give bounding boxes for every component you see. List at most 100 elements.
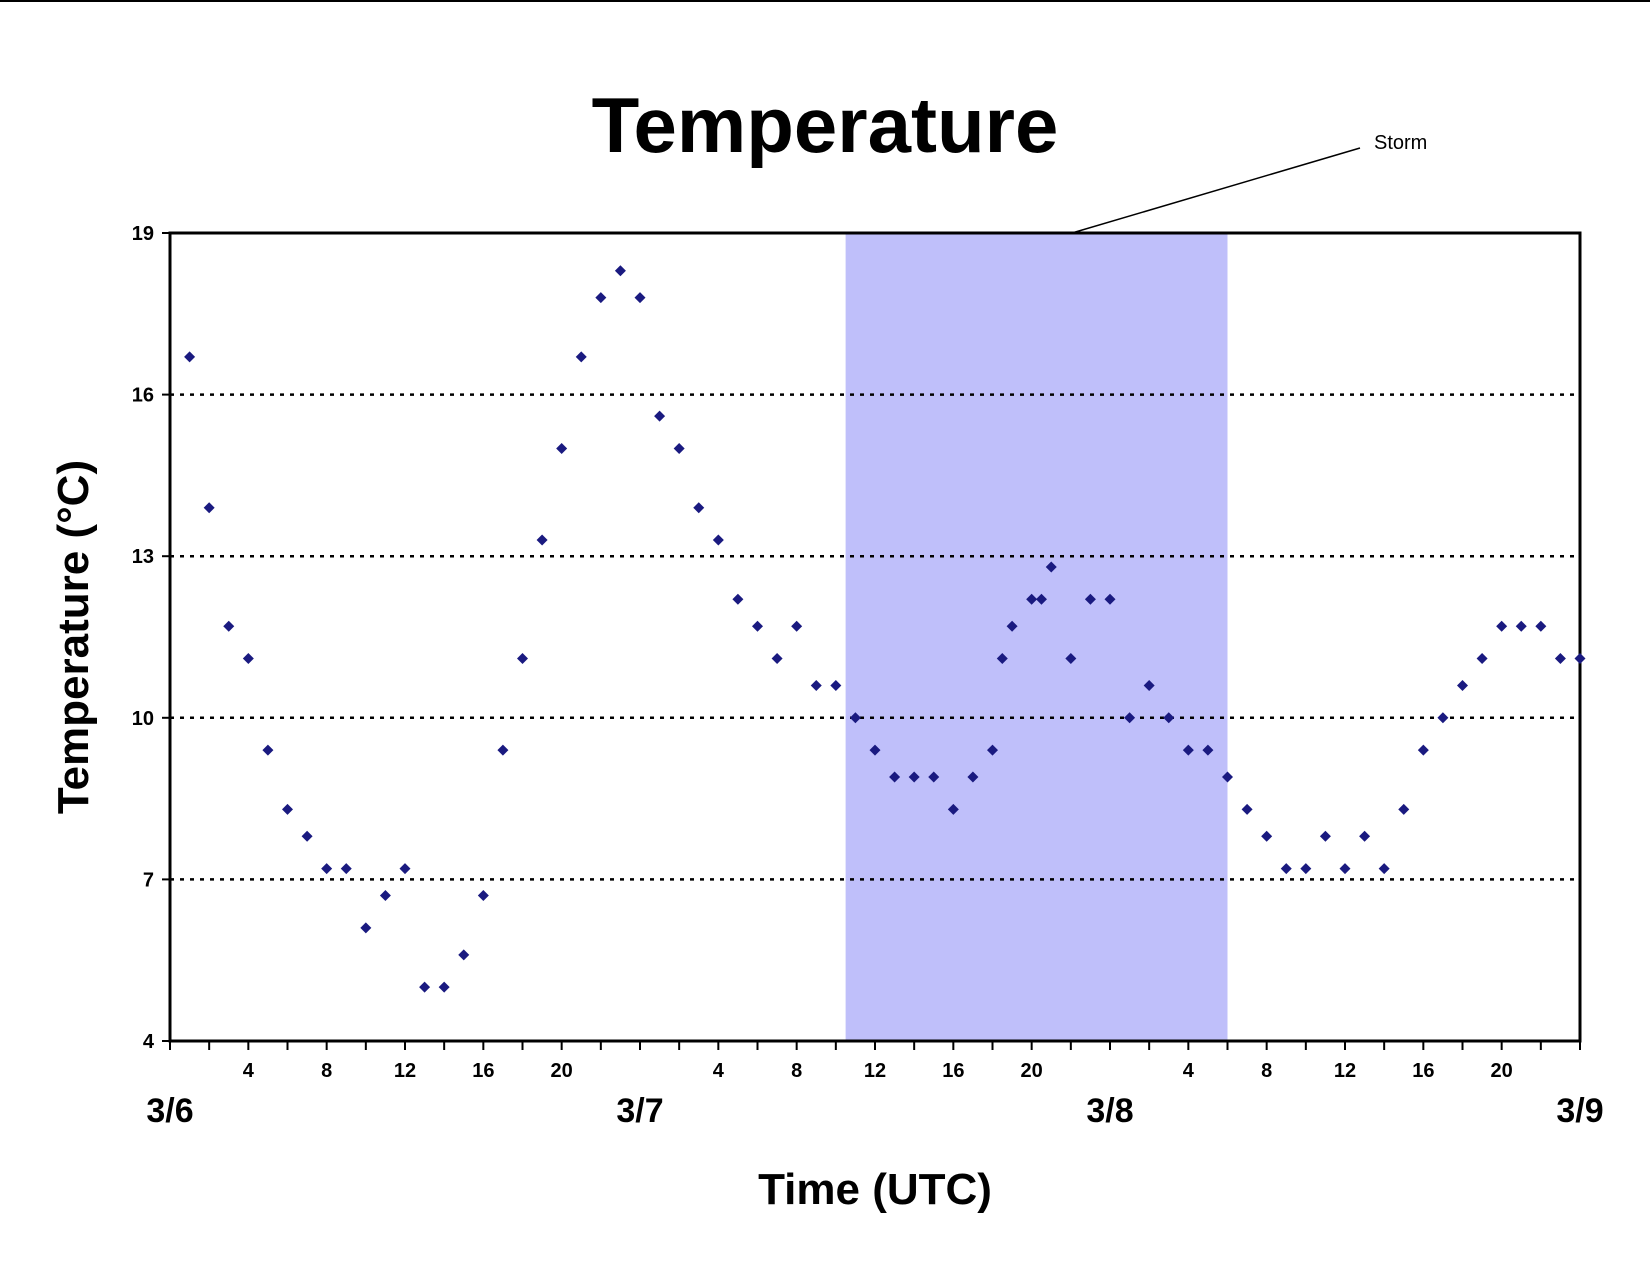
- data-point: [1241, 803, 1253, 815]
- data-point: [477, 890, 489, 902]
- x-tick-label: 16: [472, 1060, 494, 1082]
- x-tick-label: 12: [864, 1060, 886, 1082]
- data-point: [889, 771, 901, 783]
- data-point: [791, 620, 803, 632]
- storm-annotation-label: Storm: [1374, 132, 1427, 154]
- x-tick-label: 8: [791, 1060, 802, 1082]
- data-point: [203, 502, 215, 514]
- data-point: [438, 981, 450, 993]
- data-point: [1339, 863, 1351, 875]
- data-point: [517, 653, 528, 665]
- data-point: [1300, 863, 1312, 875]
- chart-title: Temperature: [592, 81, 1059, 169]
- storm-highlight-band: [845, 233, 1228, 1041]
- data-point: [399, 863, 411, 875]
- data-point: [967, 771, 979, 783]
- x-tick-label: 8: [321, 1060, 332, 1082]
- date-label: 3/6: [146, 1092, 193, 1130]
- data-point: [1496, 620, 1508, 632]
- top-border-line: [0, 0, 1650, 2]
- data-point: [830, 679, 842, 691]
- y-tick-label: 4: [143, 1031, 155, 1053]
- data-point: [1163, 712, 1175, 724]
- x-tick-label: 16: [942, 1060, 964, 1082]
- data-point: [947, 803, 959, 815]
- data-point: [1222, 771, 1233, 783]
- y-tick-label: 16: [132, 385, 154, 407]
- data-point: [1378, 863, 1390, 875]
- data-point: [184, 351, 196, 363]
- data-point: [908, 771, 920, 783]
- data-point: [1280, 863, 1292, 875]
- data-point: [1065, 653, 1077, 665]
- x-tick-label: 4: [1183, 1060, 1195, 1082]
- y-tick-label: 7: [143, 869, 154, 891]
- data-point: [556, 442, 568, 454]
- data-point: [1437, 712, 1449, 724]
- data-point: [1515, 620, 1527, 632]
- data-point: [1006, 620, 1018, 632]
- data-point: [1261, 830, 1273, 842]
- data-point: [262, 744, 274, 756]
- data-point: [1182, 744, 1194, 756]
- x-tick-label: 4: [713, 1060, 725, 1082]
- storm-annotation-line: [1071, 147, 1361, 234]
- data-point: [614, 265, 626, 277]
- y-axis-label: Temperature (°C): [49, 460, 98, 814]
- data-point: [419, 981, 431, 993]
- data-point: [654, 410, 666, 422]
- data-point: [693, 502, 705, 514]
- x-tick-label: 4: [243, 1060, 255, 1082]
- data-point: [1045, 561, 1057, 573]
- data-point: [1476, 653, 1488, 665]
- data-point: [379, 890, 391, 902]
- x-tick-label: 20: [551, 1060, 573, 1082]
- data-point: [1202, 744, 1214, 756]
- x-tick-label: 8: [1261, 1060, 1272, 1082]
- data-point: [869, 744, 881, 756]
- data-point: [321, 863, 333, 875]
- data-point: [1026, 593, 1038, 605]
- data-point: [242, 653, 254, 665]
- data-point: [1084, 593, 1096, 605]
- data-point: [1035, 593, 1047, 605]
- x-axis-label: Time (UTC): [758, 1165, 992, 1214]
- date-label: 3/8: [1086, 1092, 1133, 1130]
- data-point: [1143, 679, 1155, 691]
- data-point: [1359, 830, 1371, 842]
- y-tick-label: 19: [132, 223, 154, 245]
- data-point: [536, 534, 548, 546]
- x-tick-label: 16: [1412, 1060, 1434, 1082]
- date-label: 3/7: [616, 1092, 663, 1130]
- data-point: [1457, 679, 1468, 691]
- data-point: [771, 653, 783, 665]
- x-tick-label: 12: [1334, 1060, 1356, 1082]
- data-point: [1417, 744, 1429, 756]
- data-point: [673, 442, 685, 454]
- data-point: [1398, 803, 1410, 815]
- data-point: [928, 771, 940, 783]
- x-tick-label: 20: [1491, 1060, 1513, 1082]
- data-point: [1574, 653, 1586, 665]
- data-point: [1104, 593, 1116, 605]
- data-point: [712, 534, 724, 546]
- data-point: [282, 803, 293, 815]
- x-tick-label: 12: [394, 1060, 416, 1082]
- data-point: [497, 744, 509, 756]
- data-point: [849, 712, 861, 724]
- data-point: [301, 830, 313, 842]
- data-point: [1319, 830, 1331, 842]
- data-point: [223, 620, 235, 632]
- data-point: [634, 292, 646, 304]
- data-point: [575, 351, 587, 363]
- date-label: 3/9: [1556, 1092, 1603, 1130]
- y-tick-label: 10: [132, 708, 154, 730]
- y-tick-label: 13: [132, 546, 154, 568]
- data-point: [987, 744, 998, 756]
- data-point: [1124, 712, 1136, 724]
- x-tick-label: 20: [1021, 1060, 1043, 1082]
- data-point: [360, 922, 372, 934]
- data-point: [752, 620, 763, 632]
- data-point: [1554, 653, 1566, 665]
